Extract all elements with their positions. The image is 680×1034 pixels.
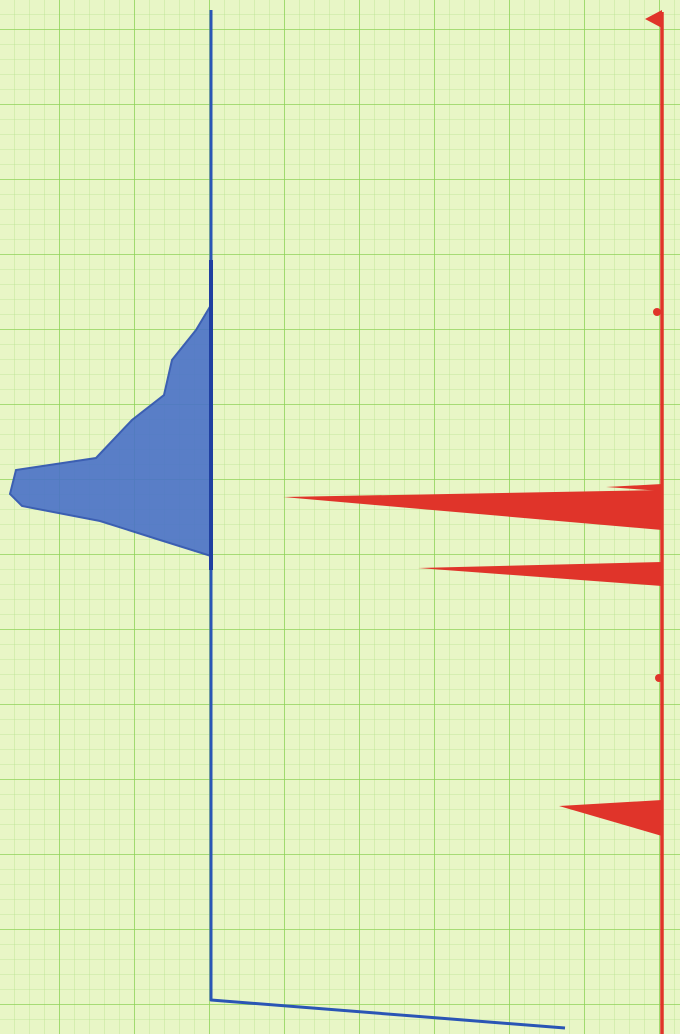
page-body — [0, 0, 680, 1034]
graph-paper-drawing — [0, 0, 680, 1034]
page: Hand-drawn graph {} html, body { margin:… — [0, 0, 680, 1034]
red-dot — [655, 674, 663, 682]
red-dot — [653, 308, 661, 316]
